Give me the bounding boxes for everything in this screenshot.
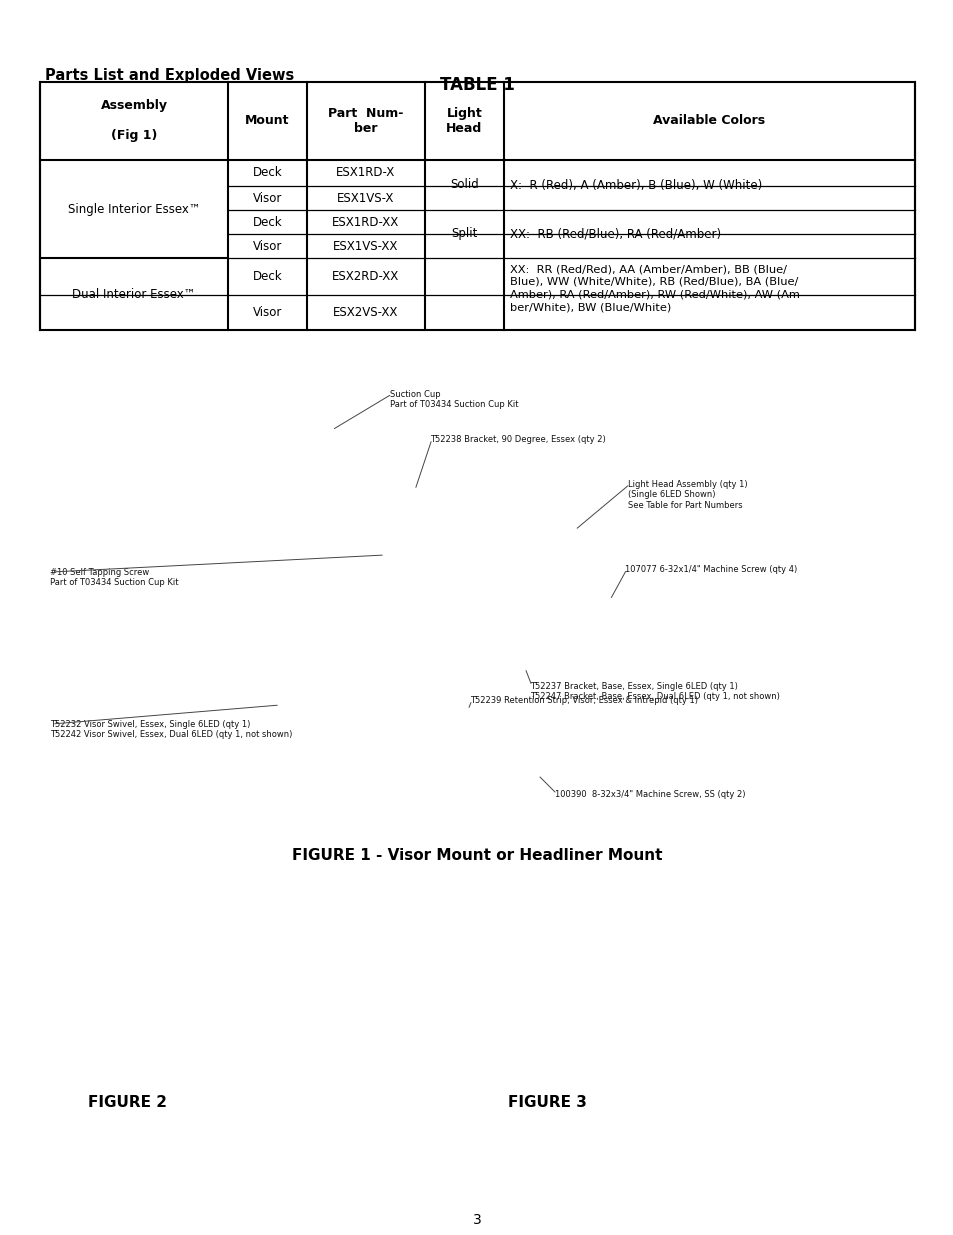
Text: Assembly

(Fig 1): Assembly (Fig 1) <box>100 100 168 142</box>
Text: ESX2VS-XX: ESX2VS-XX <box>333 306 398 319</box>
Text: ESX1VS-X: ESX1VS-X <box>337 191 395 205</box>
Text: FIGURE 2: FIGURE 2 <box>88 1095 167 1110</box>
Text: Single Interior Essex™: Single Interior Essex™ <box>68 203 200 215</box>
Text: Mount: Mount <box>245 115 290 127</box>
Text: XX:  RB (Red/Blue), RA (Red/Amber): XX: RB (Red/Blue), RA (Red/Amber) <box>509 227 720 241</box>
Text: Deck: Deck <box>253 270 282 283</box>
Text: ESX2RD-XX: ESX2RD-XX <box>332 270 399 283</box>
Text: Visor: Visor <box>253 240 282 252</box>
Text: Parts List and Exploded Views: Parts List and Exploded Views <box>45 68 294 83</box>
Text: T52239 Retention Strip, Visor, Essex & Intrepid (qty 1): T52239 Retention Strip, Visor, Essex & I… <box>470 697 698 705</box>
Text: X:  R (Red), A (Amber), B (Blue), W (White): X: R (Red), A (Amber), B (Blue), W (Whit… <box>509 179 761 191</box>
Text: FIGURE 3: FIGURE 3 <box>507 1095 586 1110</box>
Text: T52237 Bracket, Base, Essex, Single 6LED (qty 1)
T52247 Bracket, Base, Essex, Du: T52237 Bracket, Base, Essex, Single 6LED… <box>530 682 779 701</box>
Bar <box>40 82 914 330</box>
Text: Dual Interior Essex™: Dual Interior Essex™ <box>72 288 195 300</box>
Text: T52232 Visor Swivel, Essex, Single 6LED (qty 1)
T52242 Visor Swivel, Essex, Dual: T52232 Visor Swivel, Essex, Single 6LED … <box>50 720 292 740</box>
Text: FIGURE 1 - Visor Mount or Headliner Mount: FIGURE 1 - Visor Mount or Headliner Moun… <box>292 848 661 863</box>
Text: Suction Cup
Part of T03434 Suction Cup Kit: Suction Cup Part of T03434 Suction Cup K… <box>390 390 518 409</box>
Text: ESX1RD-XX: ESX1RD-XX <box>332 215 399 228</box>
Text: Visor: Visor <box>253 306 282 319</box>
Text: XX:  RR (Red/Red), AA (Amber/Amber), BB (Blue/
Blue), WW (White/White), RB (Red/: XX: RR (Red/Red), AA (Amber/Amber), BB (… <box>509 264 803 312</box>
Text: ESX1RD-X: ESX1RD-X <box>336 167 395 179</box>
Text: Light Head Assembly (qty 1)
(Single 6LED Shown)
See Table for Part Numbers: Light Head Assembly (qty 1) (Single 6LED… <box>627 480 747 510</box>
Text: #10 Self Tapping Screw
Part of T03434 Suction Cup Kit: #10 Self Tapping Screw Part of T03434 Su… <box>50 568 178 588</box>
Text: Solid: Solid <box>450 179 478 191</box>
Text: 107077 6-32x1/4" Machine Screw (qty 4): 107077 6-32x1/4" Machine Screw (qty 4) <box>624 564 797 574</box>
Text: Available Colors: Available Colors <box>653 115 764 127</box>
Text: Deck: Deck <box>253 215 282 228</box>
Text: T52238 Bracket, 90 Degree, Essex (qty 2): T52238 Bracket, 90 Degree, Essex (qty 2) <box>430 435 605 445</box>
Text: ESX1VS-XX: ESX1VS-XX <box>333 240 398 252</box>
Text: 3: 3 <box>472 1213 481 1228</box>
Text: 100390  8-32x3/4" Machine Screw, SS (qty 2): 100390 8-32x3/4" Machine Screw, SS (qty … <box>555 790 744 799</box>
Text: Split: Split <box>451 227 477 241</box>
Text: TABLE 1: TABLE 1 <box>439 77 514 94</box>
Text: Visor: Visor <box>253 191 282 205</box>
Text: Light
Head: Light Head <box>446 107 482 135</box>
Text: Deck: Deck <box>253 167 282 179</box>
Text: Part  Num-
ber: Part Num- ber <box>328 107 403 135</box>
